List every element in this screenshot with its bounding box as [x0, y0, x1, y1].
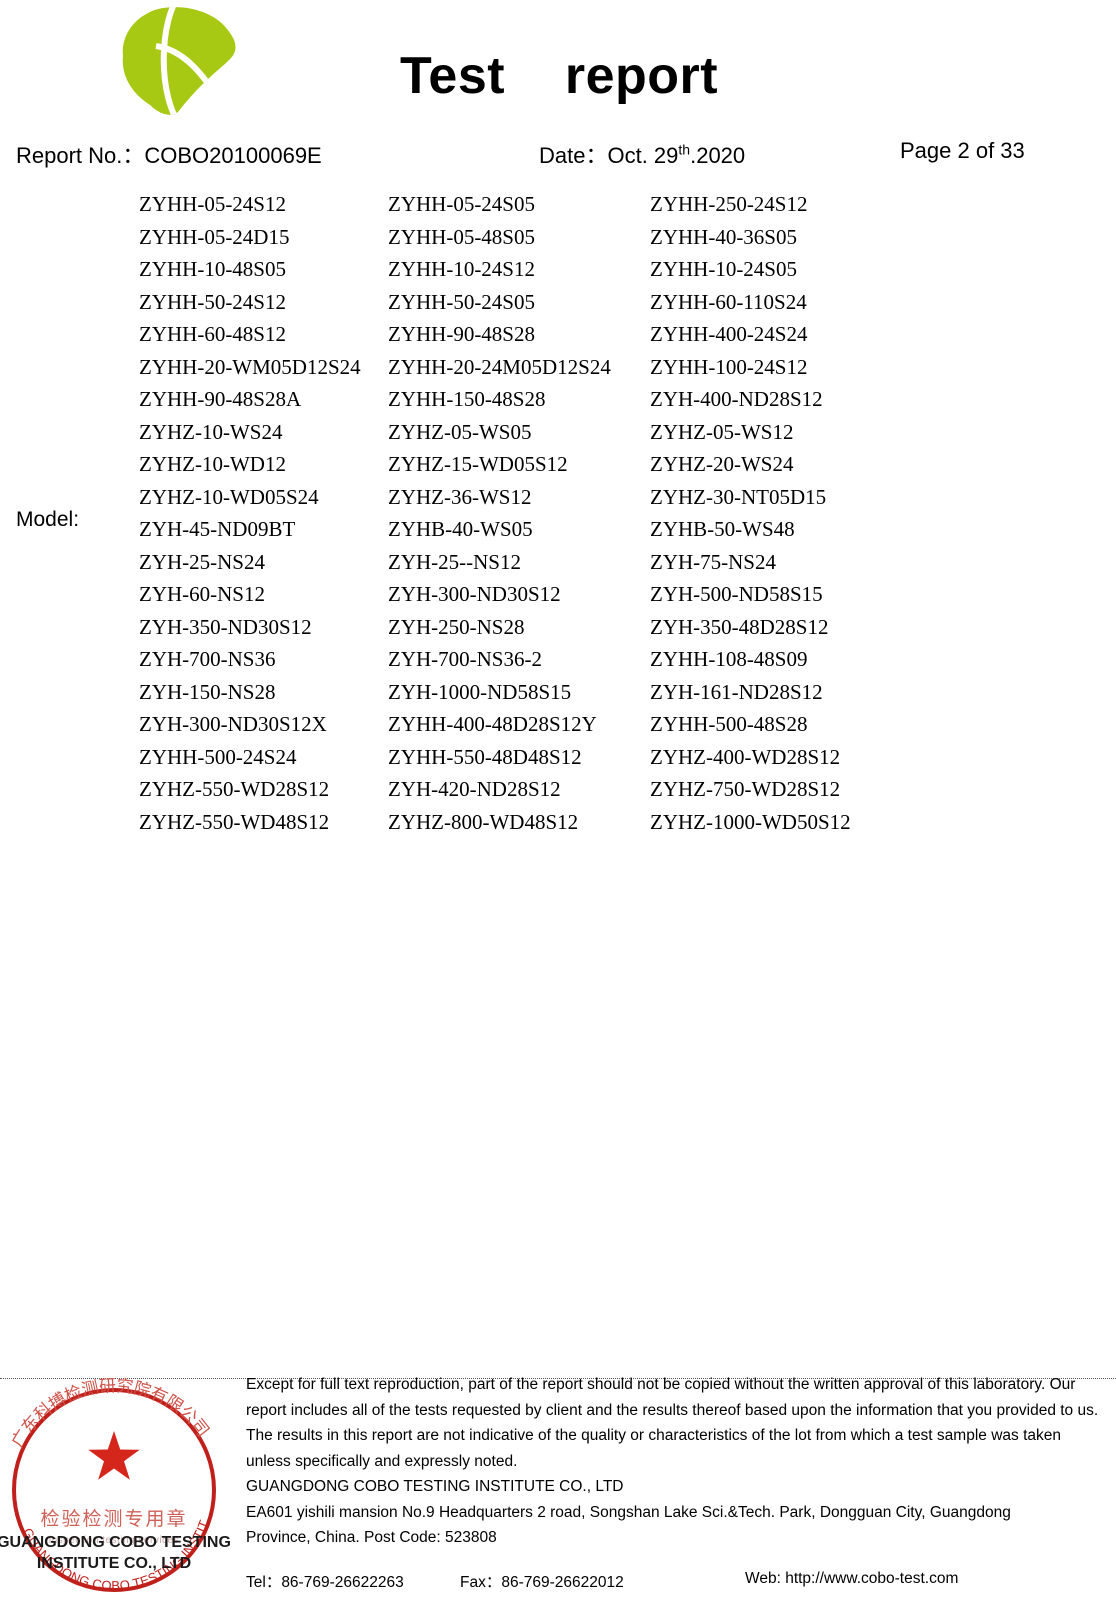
svg-text:检验检测专用章: 检验检测专用章	[40, 1508, 187, 1530]
svg-text:广东科搏检测研究院有限公司: 广东科搏检测研究院有限公司	[8, 1376, 213, 1451]
svg-text:GUANGDONG COBO TESTING: GUANGDONG COBO TESTING	[0, 1534, 231, 1551]
svg-text:INSTITUTE CO., LTD: INSTITUTE CO., LTD	[37, 1555, 191, 1572]
